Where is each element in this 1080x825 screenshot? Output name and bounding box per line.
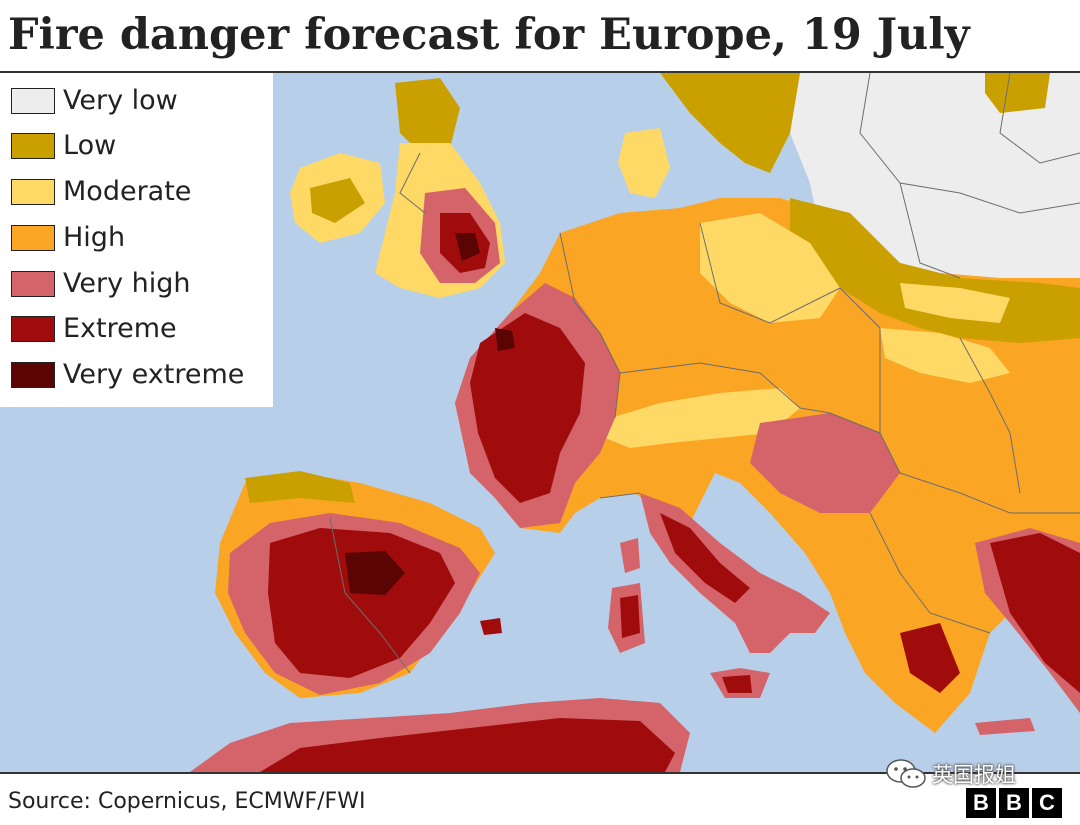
legend-swatch bbox=[11, 225, 55, 251]
region-extreme-italy bbox=[660, 513, 750, 603]
region-extreme-iberia bbox=[268, 528, 455, 678]
legend-item-extreme: Extreme bbox=[11, 314, 177, 344]
map-legend: Very low Low Moderate High Very high Ext… bbox=[0, 73, 273, 407]
region-low-iberia-north bbox=[245, 471, 355, 503]
wechat-icon bbox=[886, 759, 926, 788]
legend-swatch bbox=[11, 316, 55, 342]
chart-title: Fire danger forecast for Europe, 19 July bbox=[8, 10, 970, 60]
country-borders bbox=[329, 73, 1080, 674]
legend-swatch bbox=[11, 133, 55, 159]
region-moderate-denmark bbox=[618, 128, 670, 198]
region-very-high-crete bbox=[975, 718, 1035, 735]
legend-swatch bbox=[11, 88, 55, 114]
legend-label: Low bbox=[63, 130, 117, 161]
region-moderate-poland bbox=[900, 283, 1010, 323]
legend-label: Very extreme bbox=[63, 359, 245, 390]
region-very-extreme-england bbox=[455, 233, 480, 261]
legend-label: High bbox=[63, 222, 126, 253]
region-very-extreme-france bbox=[495, 328, 515, 351]
legend-label: Moderate bbox=[63, 176, 192, 207]
region-low-central bbox=[790, 198, 1080, 343]
legend-swatch bbox=[11, 271, 55, 297]
bbc-logo-letter: C bbox=[1032, 788, 1062, 818]
bbc-logo-letter: B bbox=[999, 788, 1029, 818]
region-extreme-sardinia bbox=[620, 595, 640, 638]
region-low-scotland bbox=[395, 78, 460, 153]
legend-swatch bbox=[11, 362, 55, 388]
legend-swatch bbox=[11, 179, 55, 205]
region-very-high-balkans bbox=[750, 413, 900, 513]
region-extreme-greece bbox=[990, 533, 1080, 693]
region-extreme-sicily bbox=[722, 675, 752, 693]
source-note: Source: Copernicus, ECMWF/FWI bbox=[8, 789, 366, 814]
title-divider bbox=[0, 71, 1080, 73]
legend-label: Very high bbox=[63, 268, 191, 299]
source-divider bbox=[0, 772, 1080, 774]
legend-item-high: High bbox=[11, 223, 125, 253]
legend-item-moderate: Moderate bbox=[11, 177, 191, 207]
region-very-extreme-iberia bbox=[345, 551, 405, 595]
watermark-text: 英国报姐 bbox=[932, 763, 1016, 787]
region-low-ireland-patch bbox=[310, 178, 365, 223]
legend-item-low: Low bbox=[11, 131, 116, 161]
fire-danger-map bbox=[0, 73, 1080, 772]
legend-item-very-high: Very high bbox=[11, 269, 191, 299]
legend-item-very-extreme: Very extreme bbox=[11, 360, 244, 390]
bbc-logo: B B C bbox=[966, 788, 1062, 818]
region-extreme-balkans-coast bbox=[900, 623, 960, 693]
region-extreme-balearics bbox=[480, 618, 502, 635]
region-moderate-germany bbox=[700, 213, 840, 323]
bbc-logo-letter: B bbox=[966, 788, 996, 818]
watermark: 英国报姐 bbox=[884, 756, 1016, 792]
region-extreme-north-africa bbox=[260, 718, 675, 772]
legend-label: Extreme bbox=[63, 313, 177, 344]
legend-label: Very low bbox=[63, 85, 178, 116]
region-moderate-alps bbox=[605, 388, 800, 448]
region-extreme-france bbox=[470, 313, 585, 503]
legend-item-very-low: Very low bbox=[11, 86, 178, 116]
region-low-baltic bbox=[985, 73, 1050, 113]
region-low-scandinavia bbox=[660, 73, 800, 173]
region-very-high-corsica bbox=[620, 538, 640, 573]
